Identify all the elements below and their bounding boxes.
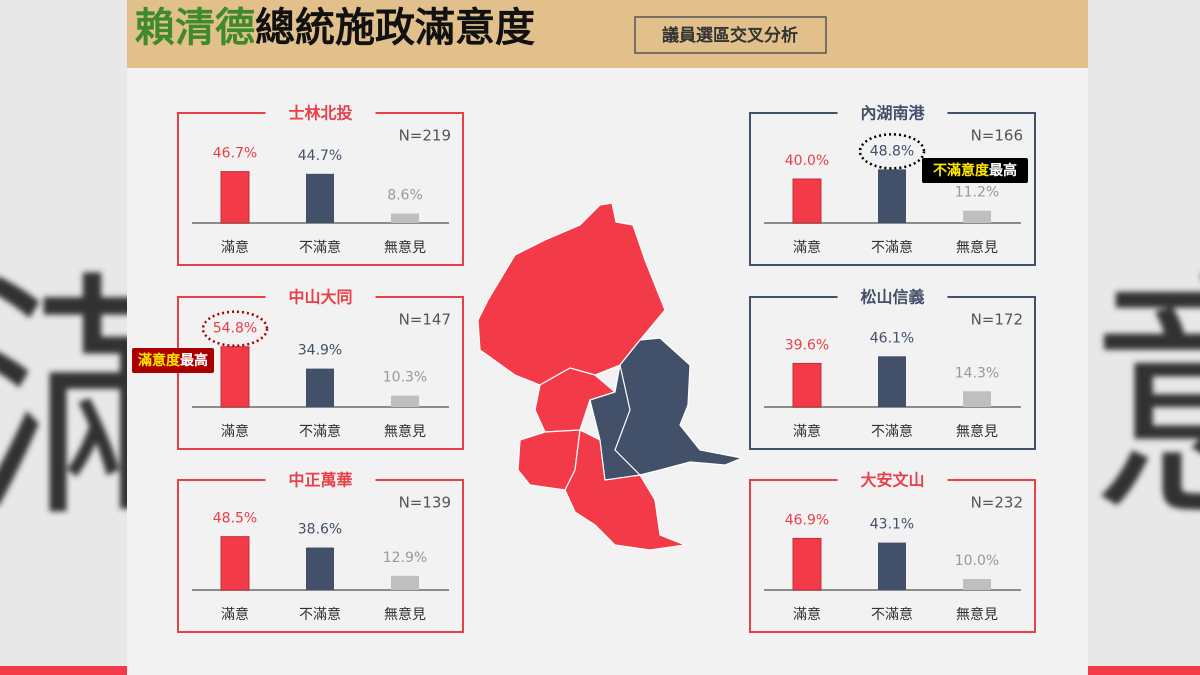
highlight-text: 不滿意度最高 — [933, 162, 1017, 179]
title-bg — [837, 103, 948, 123]
title-bg — [265, 470, 376, 490]
chart-title: 中正萬華 — [288, 471, 352, 490]
title-highlight: 賴清德 — [135, 5, 255, 51]
highlight-tag — [922, 158, 1028, 183]
category-label: 不滿意 — [299, 606, 341, 623]
highlight-key: 不滿意度 — [933, 162, 990, 179]
category-label: 無意見 — [384, 606, 426, 623]
bar — [306, 368, 334, 407]
value-label: 34.9% — [298, 343, 342, 359]
header-band — [127, 0, 1088, 68]
value-label: 14.3% — [955, 365, 999, 381]
bar — [963, 210, 991, 223]
n-label: N=166 — [971, 127, 1023, 145]
bar — [391, 213, 419, 223]
value-label: 43.1% — [870, 517, 914, 533]
n-label: N=232 — [971, 494, 1023, 512]
category-label: 無意見 — [956, 606, 998, 623]
category-label: 不滿意 — [871, 423, 913, 440]
value-label: 10.0% — [955, 553, 999, 569]
title-bg — [265, 287, 376, 307]
bar — [220, 346, 250, 408]
map-border — [614, 364, 641, 476]
value-label: 38.6% — [298, 522, 342, 538]
chart-title: 內湖南港 — [860, 104, 925, 123]
category-label: 滿意 — [221, 423, 249, 440]
highlight-text: 滿意度最高 — [137, 352, 208, 369]
bar — [963, 579, 991, 590]
highlight-suffix: 最高 — [989, 162, 1017, 179]
category-label: 無意見 — [384, 239, 426, 256]
value-label: 44.7% — [298, 148, 342, 164]
value-label: 12.9% — [383, 550, 427, 566]
bar — [220, 171, 250, 224]
bar — [878, 356, 906, 407]
value-label: 48.8% — [870, 143, 914, 159]
map-district — [564, 429, 688, 551]
bar — [306, 547, 334, 590]
value-label: 48.5% — [213, 511, 257, 527]
chart-title: 士林北投 — [288, 104, 352, 123]
category-label: 不滿意 — [299, 423, 341, 440]
bar — [306, 173, 334, 223]
title-rest: 總統施政滿意度 — [255, 5, 535, 51]
value-label: 10.3% — [383, 370, 427, 386]
subtitle: 議員選區交叉分析 — [662, 25, 798, 46]
title-bg — [837, 287, 948, 307]
value-label: 54.8% — [213, 321, 257, 337]
category-label: 無意見 — [384, 423, 426, 440]
title-bg — [837, 470, 948, 490]
chart-title: 松山信義 — [860, 288, 924, 307]
bg-char: 意 — [1085, 251, 1200, 553]
bar — [792, 362, 822, 408]
stripe — [1088, 666, 1200, 675]
category-label: 滿意 — [793, 606, 821, 623]
category-label: 滿意 — [793, 423, 821, 440]
n-label: N=172 — [971, 311, 1023, 329]
category-label: 不滿意 — [871, 239, 913, 256]
value-label: 11.2% — [955, 185, 999, 201]
title-bg — [265, 103, 376, 123]
bar — [792, 178, 822, 224]
highlight-tag — [132, 348, 214, 373]
value-label: 40.0% — [785, 153, 829, 169]
stripe — [0, 666, 127, 675]
n-label: N=219 — [399, 127, 451, 145]
highlight-key: 滿意度 — [137, 352, 181, 369]
subtitle-box — [634, 16, 827, 54]
category-label: 無意見 — [956, 423, 998, 440]
chart-title: 大安文山 — [860, 471, 924, 490]
value-label: 46.7% — [213, 146, 257, 162]
n-label: N=139 — [399, 494, 451, 512]
bar — [391, 575, 419, 590]
category-label: 滿意 — [221, 239, 249, 256]
value-label: 46.1% — [870, 330, 914, 346]
category-label: 不滿意 — [299, 239, 341, 256]
n-label: N=147 — [399, 311, 451, 329]
bar — [878, 542, 906, 590]
highlight-ring — [201, 310, 269, 347]
value-label: 8.6% — [387, 188, 423, 204]
chart-title: 中山大同 — [288, 288, 352, 307]
bar — [963, 391, 991, 407]
bar — [391, 395, 419, 407]
category-label: 滿意 — [221, 606, 249, 623]
map-district — [589, 337, 745, 481]
bar — [220, 536, 250, 591]
bar — [792, 537, 822, 591]
map — [477, 202, 745, 551]
bar — [878, 169, 906, 223]
title: 賴清德總統施政滿意度 — [135, 5, 535, 51]
highlight-ring — [858, 133, 926, 170]
value-label: 39.6% — [785, 337, 829, 353]
category-label: 滿意 — [793, 239, 821, 256]
value-label: 46.9% — [785, 512, 829, 528]
highlight-suffix: 最高 — [180, 352, 208, 369]
category-label: 無意見 — [956, 239, 998, 256]
category-label: 不滿意 — [871, 606, 913, 623]
